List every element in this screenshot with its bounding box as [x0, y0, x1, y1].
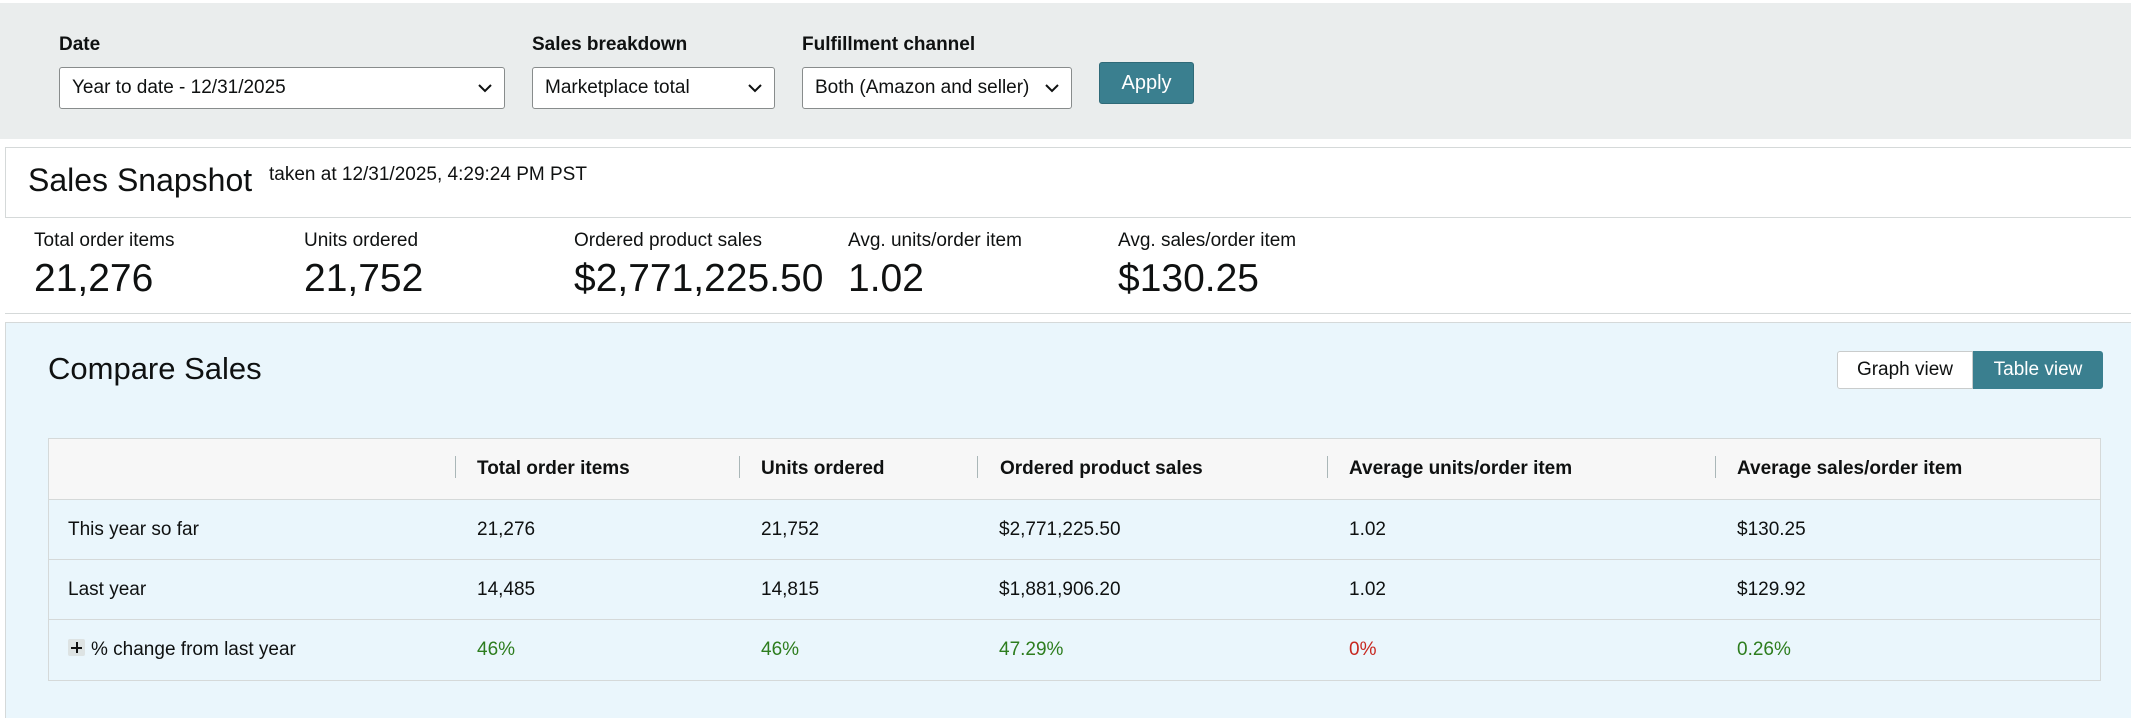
date-filter-label: Date — [59, 34, 101, 55]
table-cell: $2,771,225.50 — [999, 519, 1121, 540]
change-cell: 46% — [761, 639, 800, 660]
snapshot-timestamp: taken at 12/31/2025, 4:29:24 PM PST — [269, 164, 587, 185]
change-cell: 46% — [477, 639, 516, 660]
metric-avg-units-order-item: Avg. units/order item 1.02 — [848, 228, 1022, 302]
change-cell: 0.26% — [1737, 639, 1791, 660]
table-cell: $1,881,906.20 — [999, 579, 1121, 600]
graph-view-button[interactable]: Graph view — [1837, 351, 1973, 389]
column-divider — [1715, 456, 1716, 478]
table-view-button[interactable]: Table view — [1973, 351, 2103, 389]
metric-label: Ordered product sales — [574, 230, 762, 251]
metric-label: Total order items — [34, 230, 175, 251]
metric-label: Units ordered — [304, 230, 419, 251]
sales-breakdown-filter: Sales breakdown Marketplace total — [532, 32, 775, 109]
chevron-down-icon — [478, 81, 492, 95]
column-divider — [1327, 456, 1328, 478]
column-header: Total order items — [477, 458, 630, 479]
metric-value: 1.02 — [848, 257, 924, 300]
table-cell: 1.02 — [1349, 579, 1386, 600]
table-row: Last year 14,485 14,815 $1,881,906.20 1.… — [49, 560, 2100, 620]
fulfillment-filter: Fulfillment channel Both (Amazon and sel… — [802, 32, 1072, 109]
metric-value: 21,276 — [34, 257, 154, 300]
row-label: Last year — [68, 579, 147, 600]
metric-ordered-product-sales: Ordered product sales $2,771,225.50 — [574, 228, 823, 302]
row-label-cell: % change from last year — [68, 620, 296, 680]
date-select-value: Year to date - 12/31/2025 — [72, 77, 286, 98]
fulfillment-label: Fulfillment channel — [802, 34, 976, 55]
date-select[interactable]: Year to date - 12/31/2025 — [59, 67, 505, 109]
column-header: Average sales/order item — [1737, 458, 1963, 479]
table-cell: 21,752 — [761, 519, 820, 540]
sales-breakdown-select[interactable]: Marketplace total — [532, 67, 775, 109]
table-cell: $129.92 — [1737, 579, 1806, 600]
column-header: Units ordered — [761, 458, 885, 479]
table-row: % change from last year 46% 46% 47.29% 0… — [49, 620, 2100, 680]
sales-breakdown-value: Marketplace total — [545, 77, 690, 98]
chevron-down-icon — [748, 81, 762, 95]
column-header: Ordered product sales — [1000, 458, 1203, 479]
metric-total-order-items: Total order items 21,276 — [34, 228, 174, 302]
table-cell: 21,276 — [477, 519, 536, 540]
table-cell: 1.02 — [1349, 519, 1386, 540]
filter-bar: Date Year to date - 12/31/2025 Sales bre… — [0, 3, 2131, 139]
compare-sales-title: Compare Sales — [48, 351, 262, 386]
metric-value: $130.25 — [1118, 257, 1259, 300]
compare-sales-panel: Compare Sales Graph view Table view Tota… — [5, 322, 2131, 718]
view-toggle: Graph view Table view — [1837, 351, 2103, 389]
sales-snapshot-header: Sales Snapshot taken at 12/31/2025, 4:29… — [5, 147, 2131, 218]
metric-value: $2,771,225.50 — [574, 257, 824, 300]
fulfillment-value: Both (Amazon and seller) — [815, 77, 1030, 98]
table-row: This year so far 21,276 21,752 $2,771,22… — [49, 500, 2100, 560]
chevron-down-icon — [1045, 81, 1059, 95]
compare-sales-table: Total order items Units ordered Ordered … — [48, 438, 2101, 681]
change-cell: 47.29% — [999, 639, 1064, 660]
table-header: Total order items Units ordered Ordered … — [49, 439, 2100, 500]
table-cell: 14,815 — [761, 579, 820, 600]
table-cell: $130.25 — [1737, 519, 1806, 540]
row-label: This year so far — [68, 519, 199, 540]
column-header: Average units/order item — [1349, 458, 1573, 479]
metric-label: Avg. units/order item — [848, 230, 1022, 251]
sales-snapshot-title: Sales Snapshot — [28, 162, 253, 198]
metric-label: Avg. sales/order item — [1118, 230, 1297, 251]
date-filter: Date Year to date - 12/31/2025 — [59, 32, 505, 109]
plus-icon[interactable] — [68, 639, 85, 657]
row-label: % change from last year — [91, 639, 296, 660]
fulfillment-select[interactable]: Both (Amazon and seller) — [802, 67, 1072, 109]
table-cell: 14,485 — [477, 579, 536, 600]
metric-units-ordered: Units ordered 21,752 — [304, 228, 423, 302]
apply-button[interactable]: Apply — [1099, 62, 1194, 104]
change-cell: 0% — [1349, 639, 1377, 660]
column-divider — [455, 456, 456, 478]
column-divider — [977, 456, 978, 478]
sales-snapshot-metrics: Total order items 21,276 Units ordered 2… — [5, 218, 2131, 314]
metric-avg-sales-order-item: Avg. sales/order item $130.25 — [1118, 228, 1296, 302]
sales-breakdown-label: Sales breakdown — [532, 34, 688, 55]
metric-value: 21,752 — [304, 257, 424, 300]
column-divider — [739, 456, 740, 478]
